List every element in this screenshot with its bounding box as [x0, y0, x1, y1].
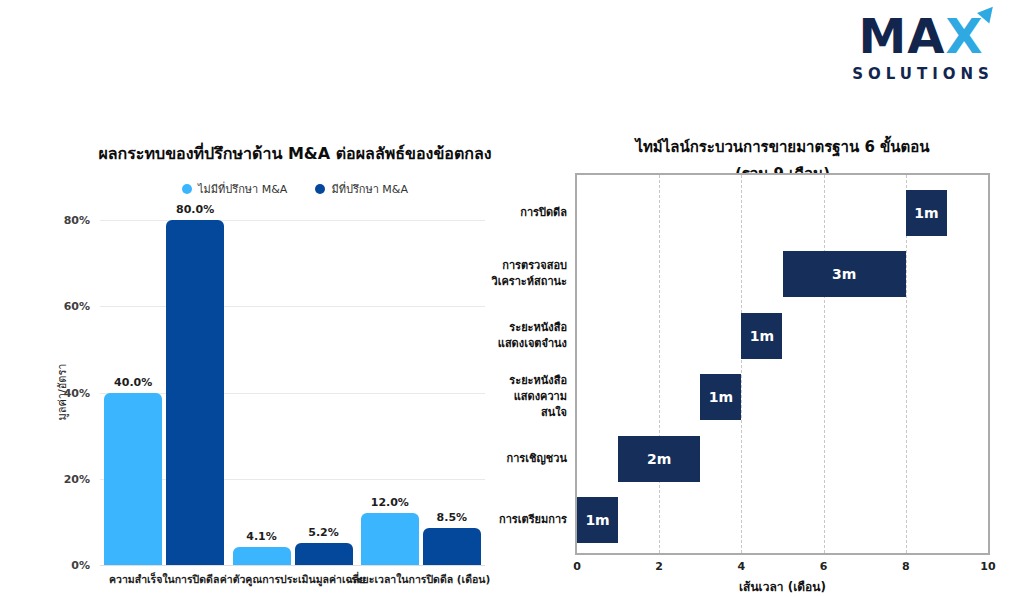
- bar-value-label: 5.2%: [289, 526, 359, 539]
- gantt-bar-label: 1m: [750, 328, 774, 344]
- x-tick-label: 8: [902, 560, 910, 573]
- bar-value-label: 80.0%: [160, 203, 230, 216]
- gantt-row-label: การปิดดีล: [490, 182, 567, 244]
- gantt-bar-label: 1m: [914, 205, 938, 221]
- x-tick-label: 10: [980, 560, 995, 573]
- gantt-row-label: การเชิญชวน: [490, 428, 567, 490]
- gantt-task-bar: 1m: [906, 190, 947, 236]
- gantt-row-label-line: การเชิญชวน: [506, 451, 567, 467]
- gantt-bar-label: 1m: [709, 389, 733, 405]
- logo-text-ma: MA: [859, 12, 946, 60]
- gantt-task-bar: 1m: [741, 313, 782, 359]
- gantt-row-label-line: วิเคราะห์สถานะ: [491, 274, 567, 290]
- logo: MAX SOLUTIONS: [836, 12, 1006, 83]
- category-label: ระยะเวลาในการปิดดีล (เดือน): [326, 571, 516, 588]
- legend-dot-icon: [182, 184, 192, 194]
- legend-label: มีที่ปรึกษา M&A: [331, 180, 408, 198]
- v-gridline: [741, 175, 742, 553]
- legend-dot-icon: [315, 184, 325, 194]
- gantt-task-bar: 1m: [700, 374, 741, 420]
- gantt-task-bar: 3m: [783, 251, 906, 297]
- logo-text-x: X: [945, 12, 983, 60]
- gantt-row-labels: การปิดดีลการตรวจสอบวิเคราะห์สถานะระยะหนั…: [490, 175, 567, 553]
- gantt-bar-label: 3m: [832, 266, 856, 282]
- bar-chart-title: ผลกระทบของที่ปรึกษาด้าน M&A ต่อผลลัพธ์ขอ…: [40, 141, 550, 166]
- logo-subtitle: SOLUTIONS: [836, 65, 1006, 83]
- v-gridline: [824, 175, 825, 553]
- gantt-bar-label: 2m: [647, 451, 671, 467]
- y-tick-label: 60%: [64, 300, 90, 313]
- bar-value-label: 4.1%: [227, 530, 297, 543]
- gantt-row-label-line: ระยะหนังสือ: [509, 320, 567, 336]
- gantt-plot-area: 1m 3m 1m 1m 2m 1m: [575, 173, 990, 555]
- gantt-bar-label: 1m: [585, 512, 609, 528]
- gantt-row-label-line: แสดงเจตจำนง: [498, 336, 567, 352]
- bar: [423, 528, 481, 565]
- gantt-task-bar: 2m: [618, 436, 700, 482]
- page: MAX SOLUTIONS ผลกระทบของที่ปรึกษาด้าน M&…: [0, 0, 1024, 597]
- y-tick-label: 20%: [64, 472, 90, 485]
- gantt-row-label-line: ระยะหนังสือ: [509, 373, 567, 389]
- gantt-row-label: ระยะหนังสือแสดงความสนใจ: [490, 367, 567, 429]
- x-tick-label: 6: [820, 560, 828, 573]
- x-tick-label: 4: [738, 560, 746, 573]
- x-axis-title: เส้นเวลา (เดือน): [575, 577, 990, 596]
- legend: ไม่มีที่ปรึกษา M&A มีที่ปรึกษา M&A: [40, 180, 550, 198]
- gantt-task-bar: 1m: [577, 497, 618, 543]
- bar-value-label: 12.0%: [355, 496, 425, 509]
- h-gridline: [100, 565, 485, 566]
- h-gridline: [100, 306, 485, 307]
- bar: [104, 393, 162, 566]
- gantt-row-label-line: แสดงความสนใจ: [490, 389, 567, 421]
- gantt-row-label-line: การปิดดีล: [520, 205, 567, 221]
- gantt-row-label: การตรวจสอบวิเคราะห์สถานะ: [490, 244, 567, 306]
- bar-plot-area: 0%20%40%60%80%ความสำเร็จในการปิดดีล40.0%…: [100, 220, 485, 565]
- gantt-row-label: ระยะหนังสือแสดงเจตจำนง: [490, 305, 567, 367]
- gantt-row-label-line: การตรวจสอบ: [502, 258, 567, 274]
- h-gridline: [100, 220, 485, 221]
- bar-value-label: 8.5%: [417, 511, 487, 524]
- gantt-row-label-line: การเตรียมการ: [499, 512, 567, 528]
- y-tick-label: 40%: [64, 386, 90, 399]
- x-tick-label: 0: [573, 560, 581, 573]
- bar: [166, 220, 224, 565]
- legend-item-with-advisor: มีที่ปรึกษา M&A: [315, 180, 408, 198]
- bar: [295, 543, 353, 565]
- legend-label: ไม่มีที่ปรึกษา M&A: [198, 180, 287, 198]
- bar: [233, 547, 291, 565]
- logo-wordmark: MAX: [836, 12, 1006, 60]
- y-tick-label: 0%: [71, 559, 90, 572]
- bar: [361, 513, 419, 565]
- v-gridline: [659, 175, 660, 553]
- y-tick-label: 80%: [64, 214, 90, 227]
- legend-item-no-advisor: ไม่มีที่ปรึกษา M&A: [182, 180, 287, 198]
- gantt-chart-title: ไทม์ไลน์กระบวนการขายมาตรฐาน 6 ขั้นตอน: [570, 135, 995, 159]
- bar-value-label: 40.0%: [98, 376, 168, 389]
- gantt-x-ticks: 0246810: [577, 560, 988, 574]
- x-tick-label: 2: [655, 560, 663, 573]
- gantt-row-label: การเตรียมการ: [490, 490, 567, 552]
